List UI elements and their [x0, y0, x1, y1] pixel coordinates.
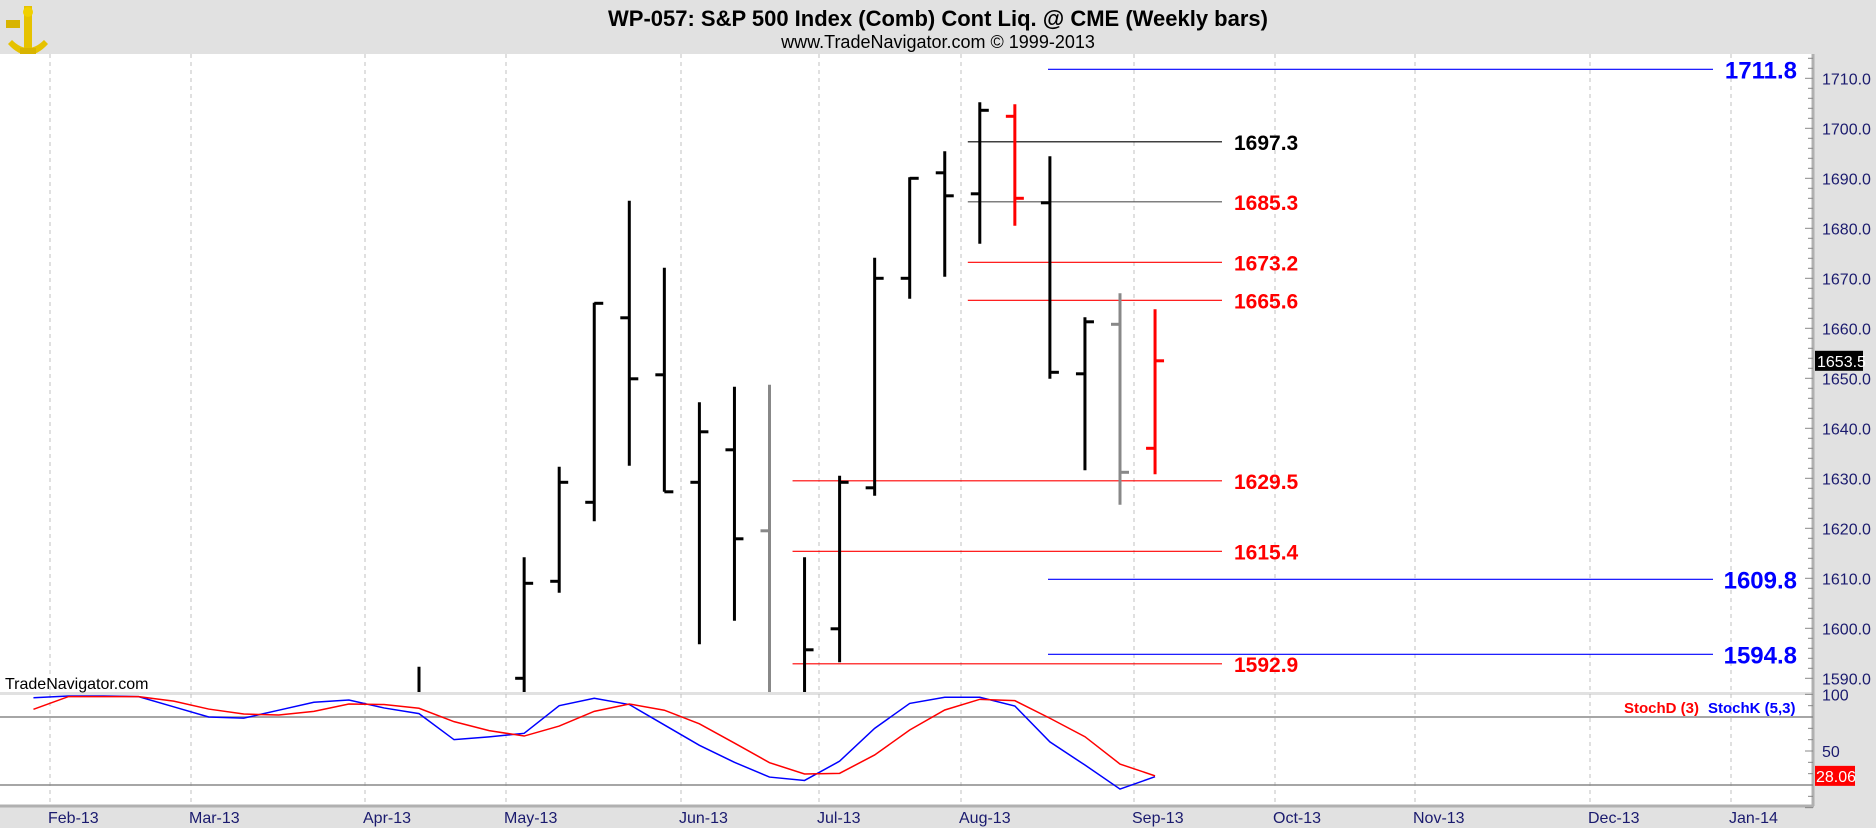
- ohlc-bar: [1005, 104, 1024, 226]
- date-label: Aug-13: [959, 810, 1011, 827]
- date-label: May-13: [504, 810, 557, 827]
- price-tick-label: 1620.0: [1822, 521, 1871, 538]
- level-label: 1594.8: [1724, 642, 1797, 669]
- date-label: Feb-13: [48, 810, 99, 827]
- price-axis: 1710.0 1700.0 1690.0 1680.0 1670.0 1660.0 1650…: [1805, 57, 1871, 688]
- level-labels: 1711.8 1697.3 1685.3 1673.2 1665.6 1629.5 1615…: [1234, 57, 1797, 677]
- last-price-label: 1653.5: [1817, 354, 1866, 371]
- price-tick-label: 1650.0: [1822, 371, 1871, 388]
- price-tick-label: 1670.0: [1822, 271, 1871, 288]
- ohlc-bar: [417, 666, 421, 692]
- price-tick-label: 1630.0: [1822, 471, 1871, 488]
- chart-title: WP-057: S&P 500 Index (Comb) Cont Liq. @…: [608, 6, 1268, 31]
- price-tick-label: 1660.0: [1822, 321, 1871, 338]
- ohlc-bar: [803, 557, 814, 692]
- ohlc-bar: [690, 402, 709, 645]
- price-tick-label: 1710.0: [1822, 71, 1871, 88]
- level-label: 1665.6: [1234, 290, 1298, 313]
- ohlc-bar: [1040, 156, 1059, 379]
- ohlc-bar: [1146, 309, 1165, 475]
- ohlc-bar: [1075, 317, 1094, 471]
- date-label: Apr-13: [363, 810, 411, 827]
- date-label: Oct-13: [1273, 810, 1321, 827]
- price-bars: [417, 102, 1165, 692]
- last-price-box: [1815, 350, 1863, 371]
- stoch-last-value-box: [1815, 765, 1855, 786]
- stoch-series-line: [33, 695, 1156, 777]
- ohlc-bar: [725, 386, 744, 621]
- price-tick-label: 1590.0: [1822, 671, 1871, 688]
- price-tick-label: 1640.0: [1822, 421, 1871, 438]
- ohlc-bar: [935, 151, 954, 277]
- stoch-last-value-label: 28.06: [1816, 769, 1856, 786]
- price-tick-label: 1610.0: [1822, 571, 1871, 588]
- price-tick-label: 1680.0: [1822, 221, 1871, 238]
- level-label: 1592.9: [1234, 654, 1298, 677]
- date-label: Jan-14: [1729, 810, 1778, 827]
- date-axis: Feb-13 Mar-13 Apr-13 May-13 Jun-13 Jul-13 Aug-…: [48, 810, 1778, 827]
- ohlc-bar: [760, 384, 771, 692]
- price-tick-label: 1600.0: [1822, 621, 1871, 638]
- stoch-panel: [0, 695, 1813, 805]
- date-label: Nov-13: [1413, 810, 1465, 827]
- date-label: Dec-13: [1588, 810, 1640, 827]
- legend-stochk: StochK (5,3): [1708, 700, 1796, 717]
- ohlc-bar: [655, 267, 674, 494]
- date-label: Jun-13: [679, 810, 728, 827]
- level-label: 1697.3: [1234, 132, 1298, 155]
- level-label: 1685.3: [1234, 192, 1298, 215]
- chart-subtitle: www.TradeNavigator.com © 1999-2013: [780, 32, 1095, 52]
- month-gridlines: [49, 54, 1732, 805]
- ohlc-bar: [1111, 293, 1129, 505]
- stochastic-lines: [0, 695, 1813, 790]
- ohlc-bar: [970, 102, 989, 244]
- stoch-series-line: [33, 695, 1156, 790]
- ohlc-bar: [515, 557, 534, 692]
- stoch-axis: 100 50 28.06: [1805, 687, 1856, 809]
- level-label: 1711.8: [1725, 57, 1797, 84]
- ohlc-bar: [550, 466, 569, 593]
- date-label: Jul-13: [817, 810, 861, 827]
- stoch-tick-label: 50: [1822, 744, 1840, 761]
- level-label: 1615.4: [1234, 541, 1299, 564]
- price-tick-label: 1690.0: [1822, 171, 1871, 188]
- ohlc-bar: [620, 200, 639, 466]
- ohlc-bar: [585, 301, 604, 522]
- date-label: Sep-13: [1132, 810, 1184, 827]
- ohlc-bar: [900, 176, 919, 299]
- level-label: 1673.2: [1234, 252, 1298, 275]
- level-label: 1629.5: [1234, 471, 1299, 494]
- price-panel: [0, 54, 1813, 692]
- watermark: TradeNavigator.com: [5, 676, 148, 693]
- ohlc-bar: [865, 257, 884, 496]
- date-label: Mar-13: [189, 810, 240, 827]
- level-lines: [792, 68, 1713, 665]
- price-tick-label: 1700.0: [1822, 121, 1871, 138]
- stoch-tick-label: 100: [1822, 687, 1849, 704]
- legend-stochd: StochD (3): [1624, 700, 1699, 717]
- ohlc-bar: [830, 475, 849, 663]
- level-label: 1609.8: [1724, 567, 1797, 594]
